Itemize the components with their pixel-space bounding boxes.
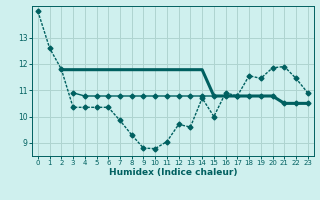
- X-axis label: Humidex (Indice chaleur): Humidex (Indice chaleur): [108, 168, 237, 177]
